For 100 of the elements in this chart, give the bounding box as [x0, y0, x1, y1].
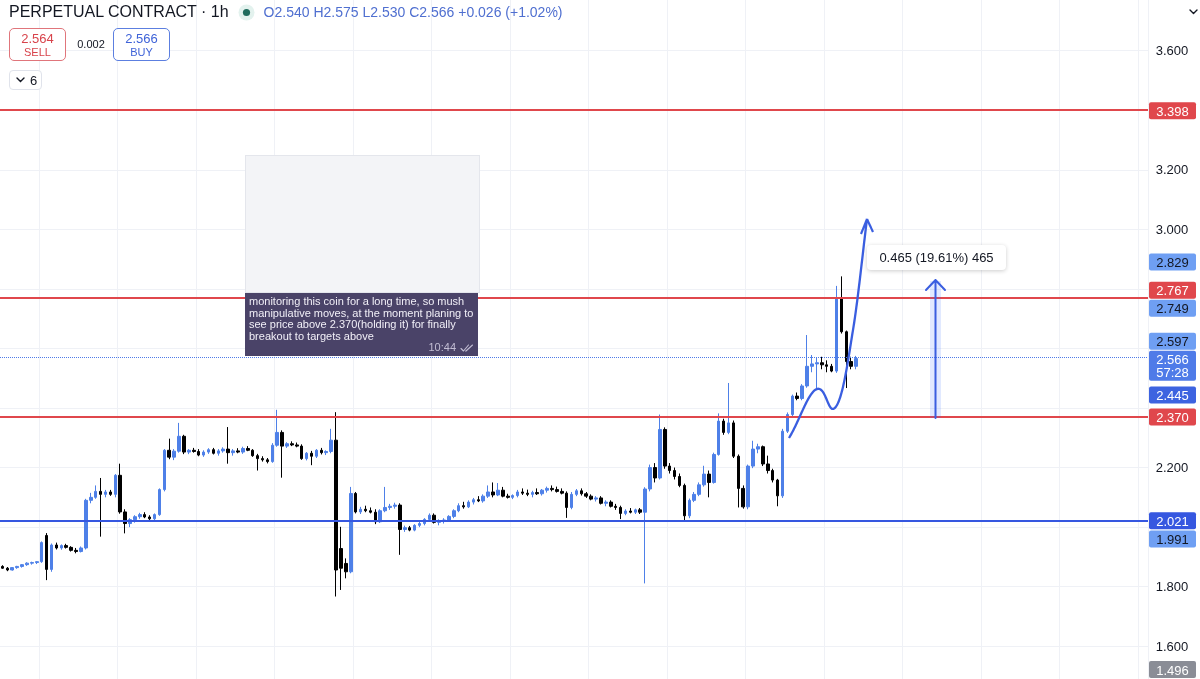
candlestick [349, 486, 353, 574]
candlestick [280, 429, 284, 479]
annotation: 0.002 [76, 38, 106, 50]
annotation: 10:44 [428, 341, 456, 354]
ref-line-label: 2.566 57:28 [1156, 352, 1189, 381]
candlestick [202, 449, 205, 458]
candlestick [354, 491, 357, 514]
candlestick [820, 356, 824, 370]
candlestick [776, 478, 779, 507]
candlestick [167, 438, 171, 460]
ref-line-label: 2.021 [1156, 513, 1189, 529]
candlestick [849, 356, 853, 370]
candlestick [594, 495, 598, 503]
chart-subtitle: O2.540 H2.575 L2.530 C2.566 +0.026 (+1.02%) [263, 4, 563, 20]
candlestick [727, 382, 730, 435]
y-tick-label: 3.000 [1155, 221, 1189, 237]
candlestick [364, 505, 367, 513]
candlestick [472, 497, 475, 505]
y-tick-label: 1.800 [1155, 579, 1189, 595]
candlestick [683, 483, 686, 522]
candlestick [359, 506, 362, 515]
text: 2.597 [1156, 334, 1189, 350]
candlestick [226, 426, 230, 465]
candlestick [575, 488, 578, 497]
ref-line-label: 2.370 [1156, 409, 1189, 425]
candlestick [99, 477, 102, 538]
candlestick [408, 525, 411, 532]
ref-line-label: 2.767 [1156, 283, 1189, 299]
candlestick [604, 499, 608, 507]
candlestick [413, 523, 416, 532]
candlestick [663, 426, 667, 470]
candlestick [104, 489, 107, 498]
candlestick [221, 446, 225, 454]
candlestick [310, 450, 313, 466]
candlestick [158, 487, 161, 517]
candlestick [212, 447, 215, 455]
candlestick [231, 448, 235, 457]
candlestick [496, 482, 500, 497]
candlestick [462, 501, 465, 510]
buy-button: 2.566 BUY [113, 28, 170, 61]
candlestick [638, 507, 642, 515]
candlestick [511, 493, 514, 500]
candlestick [60, 543, 63, 551]
collapse-button: 6 [9, 70, 42, 90]
candlestick [305, 451, 308, 461]
candlestick [526, 489, 529, 497]
sell-button: 2.564 SELL [9, 28, 66, 61]
candlestick [624, 508, 627, 516]
candlestick [707, 470, 711, 498]
candlestick [428, 512, 431, 522]
candlestick [840, 275, 843, 335]
y-tick-label: 3.600 [1155, 43, 1189, 59]
candlestick [609, 499, 613, 508]
candlestick [241, 446, 245, 455]
candlestick [403, 525, 407, 533]
candlestick [256, 453, 259, 472]
chart-title: PERPETUAL CONTRACT · 1h [9, 3, 229, 21]
candlestick [791, 394, 794, 418]
candlestick [148, 514, 151, 522]
candlestick [143, 511, 146, 519]
label-box: 0.465 (19.61%) 465 [867, 245, 1006, 270]
candlestick [207, 447, 210, 455]
candlestick [50, 543, 53, 573]
candlestick [398, 502, 402, 556]
candlestick [315, 448, 318, 459]
candlestick [153, 512, 156, 521]
candlestick [266, 457, 269, 464]
candlestick [830, 363, 833, 373]
y-tick-label: 1.600 [1155, 638, 1189, 654]
candlestick [619, 505, 622, 520]
text: 2.445 [1156, 388, 1189, 403]
candlestick [732, 420, 735, 459]
candlestick [418, 521, 421, 528]
candlestick [535, 487, 539, 496]
candlestick [114, 473, 117, 498]
candlestick [45, 532, 48, 581]
candlestick [1, 564, 4, 570]
candlestick [658, 414, 662, 480]
candlestick [369, 506, 372, 514]
candlestick [521, 487, 524, 496]
text: 2.749 [1156, 301, 1189, 317]
candlestick [653, 462, 657, 483]
candlestick [673, 467, 676, 480]
y-tick-label: 3.200 [1155, 162, 1189, 178]
candlestick [599, 495, 603, 505]
candlestick [163, 448, 166, 492]
annotation: monitoring this coin for a long time, so mush manipulative moves, at the moment planing to see price above 2.370(holding it) for finally breakout to targets above [249, 295, 474, 342]
annotation: 6 [30, 72, 38, 88]
candlestick [55, 542, 58, 550]
candlestick [795, 392, 799, 401]
candlestick [320, 447, 323, 455]
candlestick [722, 418, 725, 436]
candlestick [261, 455, 264, 463]
message-bubble: monitoring this coin for a long time, so mush manipulative moves, at the moment planing to see price above 2.370(holding it) for finally breakout to targets above 10:44 [245, 293, 478, 356]
candlestick [467, 499, 470, 509]
candlestick [678, 473, 681, 488]
candlestick [629, 507, 632, 514]
candlestick [516, 489, 519, 498]
y-tick-label: 2.200 [1155, 460, 1189, 476]
candlestick [187, 448, 191, 455]
